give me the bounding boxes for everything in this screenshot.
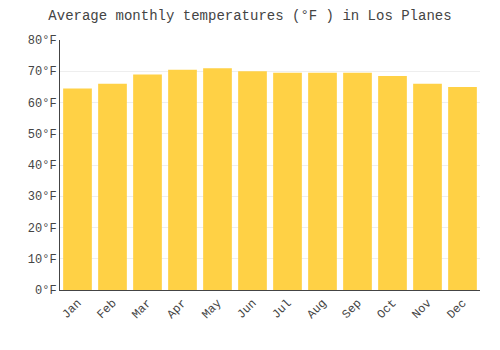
svg-text:80°F: 80°F	[28, 34, 57, 48]
svg-text:May: May	[199, 297, 224, 322]
svg-text:Mar: Mar	[129, 297, 154, 322]
svg-text:60°F: 60°F	[28, 97, 57, 111]
svg-text:Dec: Dec	[444, 297, 469, 322]
svg-text:Jan: Jan	[59, 297, 84, 322]
svg-text:Nov: Nov	[409, 297, 434, 322]
svg-text:Feb: Feb	[94, 297, 119, 322]
svg-text:20°F: 20°F	[28, 222, 57, 236]
svg-text:0°F: 0°F	[35, 284, 57, 298]
svg-text:Jul: Jul	[269, 297, 294, 322]
svg-text:50°F: 50°F	[28, 128, 57, 142]
svg-text:Average monthly temperatures (: Average monthly temperatures (°F ) in Lo…	[48, 8, 451, 24]
svg-text:Apr: Apr	[164, 297, 189, 322]
svg-text:Oct: Oct	[374, 297, 399, 322]
svg-text:40°F: 40°F	[28, 159, 57, 173]
svg-text:Aug: Aug	[304, 297, 329, 322]
svg-text:30°F: 30°F	[28, 190, 57, 204]
svg-text:10°F: 10°F	[28, 253, 57, 267]
svg-text:Sep: Sep	[339, 297, 364, 322]
svg-text:Jun: Jun	[234, 297, 259, 322]
svg-text:70°F: 70°F	[28, 65, 57, 79]
